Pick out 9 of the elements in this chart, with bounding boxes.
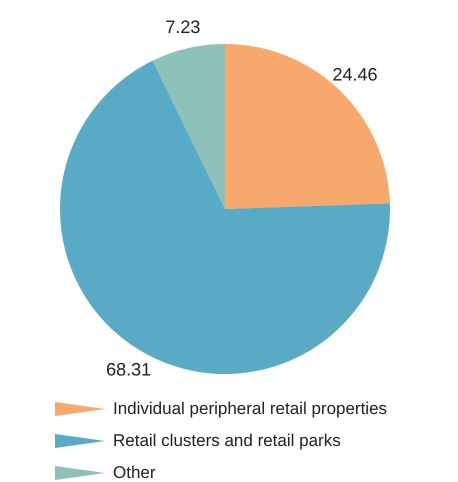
legend-label: Individual peripheral retail properties bbox=[113, 399, 388, 419]
legend-label: Retail clusters and retail parks bbox=[113, 431, 341, 451]
pie-slice bbox=[225, 44, 390, 209]
data-label: 7.23 bbox=[165, 16, 200, 37]
data-label: 68.31 bbox=[106, 359, 152, 380]
data-label: 24.46 bbox=[332, 64, 378, 85]
pie-slice bbox=[60, 60, 390, 374]
pie-slice bbox=[152, 44, 225, 209]
legend-label: Other bbox=[113, 463, 156, 482]
